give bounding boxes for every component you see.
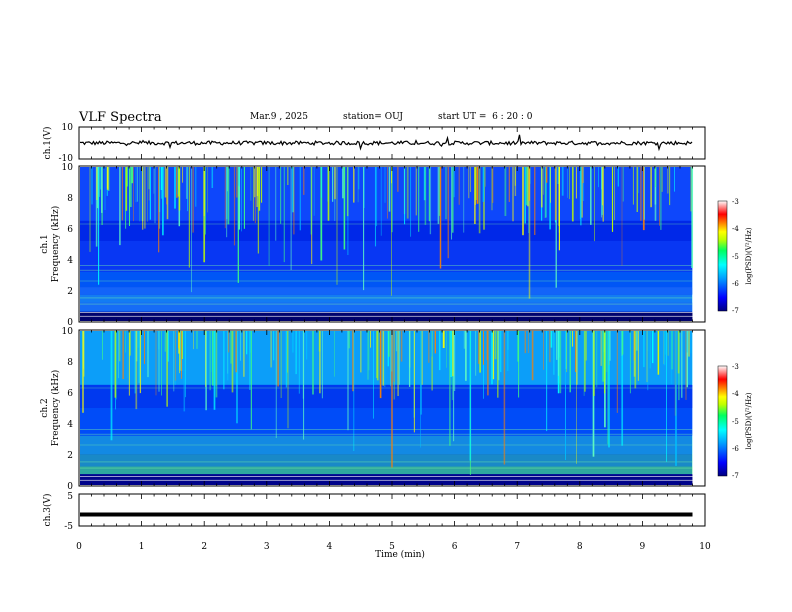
ch1-cbar-tick-m7: -7 — [732, 307, 739, 315]
spectrogram-band — [80, 220, 693, 241]
ch2-cbar-tick-m4: -4 — [732, 390, 739, 398]
x-tick-label: 3 — [264, 542, 270, 552]
x-tick-label: 4 — [327, 542, 333, 552]
ch1-cbar-tick-m5: -5 — [732, 253, 739, 261]
x-tick-label: 9 — [640, 542, 646, 552]
ch2-ytick-0: 0 — [67, 482, 73, 492]
ch2-cbar-tick-m7: -7 — [732, 472, 739, 480]
start-ut-label: start UT = 6 : 20 : 0 — [438, 112, 533, 122]
ch1-cbar-tick-m6: -6 — [732, 280, 739, 288]
spectrogram-band — [80, 271, 693, 288]
ch3-ylabel: ch.3(V) — [42, 494, 53, 527]
x-tick-label: 1 — [139, 542, 145, 552]
ch2-ytick-2: 2 — [67, 451, 73, 461]
ch3-ytick-top: 5 — [67, 492, 73, 502]
spectrogram-band — [80, 466, 693, 475]
x-tick-label: 10 — [699, 542, 711, 552]
x-tick-label: 0 — [76, 542, 82, 552]
ch2-colorbar — [717, 365, 728, 477]
spectrogram-band — [80, 240, 693, 272]
ch1-ytick-10: 10 — [62, 163, 74, 173]
spectrogram-band — [80, 384, 693, 408]
ch1-ytick-2: 2 — [67, 287, 73, 297]
ch2-ytick-8: 8 — [67, 358, 73, 368]
ch2-cbar-tick-m6: -6 — [732, 445, 739, 453]
ch1-cbar-tick-m4: -4 — [732, 225, 739, 233]
ch1-ytick-6: 6 — [67, 225, 73, 235]
x-tick-label: 5 — [389, 542, 395, 552]
ch2-ytick-4: 4 — [67, 420, 73, 430]
x-axis-ticks — [78, 127, 706, 526]
ch1-colorbar — [717, 200, 728, 312]
x-tick-label: 6 — [452, 542, 458, 552]
station-label: station= OUJ — [343, 112, 404, 122]
ch1-waveform-panel: 10 -10 ch.1(V) — [42, 123, 706, 164]
ch1-spec-ylabel: ch.1Frequency (kHz) — [40, 206, 61, 283]
ch2-spectrogram-panel: 0 2 4 6 8 10 ch.2Frequency (kHz) -3 -4 -… — [40, 327, 753, 492]
ch3-waveform-line — [80, 512, 693, 517]
ch1-ylabel: ch.1(V) — [42, 127, 53, 160]
ch2-cbar-tick-m5: -5 — [732, 418, 739, 426]
spectrogram-band — [80, 454, 693, 467]
spectrogram-band — [80, 287, 693, 295]
ch3-waveform-panel: 5 -5 ch.3(V) — [42, 492, 706, 532]
spectrogram-band — [80, 474, 693, 485]
ch1-waveform-line — [79, 134, 693, 152]
spectrogram-band — [80, 302, 693, 312]
ch1-ytick-bottom: -10 — [59, 154, 74, 164]
ch2-spec-ylabel: ch.2Frequency (kHz) — [40, 370, 61, 447]
ch1-cbar-tick-m3: -3 — [732, 198, 739, 206]
ch1-ytick-0: 0 — [67, 318, 73, 328]
ch1-ytick-top: 10 — [62, 123, 74, 133]
x-tick-label: 2 — [201, 542, 207, 552]
figure-title: VLF Spectra — [79, 110, 162, 125]
ch2-cbar-tick-m3: -3 — [732, 363, 739, 371]
ch1-spectrogram-panel: 0 2 4 6 8 10 ch.1Frequency (kHz) -3 -4 -… — [40, 163, 753, 328]
ch2-cbar-label: log(PSD)(V²/Hz) — [745, 392, 753, 449]
ch2-ytick-6: 6 — [67, 389, 73, 399]
ch3-ytick-bottom: -5 — [64, 522, 73, 532]
x-axis-label: Time (min) — [375, 549, 425, 560]
x-tick-label: 8 — [577, 542, 583, 552]
ch2-ytick-10: 10 — [62, 327, 74, 337]
ch1-ytick-4: 4 — [67, 256, 73, 266]
x-tick-label: 7 — [514, 542, 520, 552]
spectrogram-band — [80, 294, 693, 303]
spectrogram-band — [80, 167, 693, 221]
ch1-cbar-label: log(PSD)(V²/Hz) — [745, 227, 753, 284]
date-label: Mar.9 , 2025 — [250, 112, 308, 122]
spectrogram-band — [80, 408, 693, 436]
ch1-ytick-8: 8 — [67, 194, 73, 204]
x-axis-tick-labels: 0 1 2 3 4 5 6 7 8 9 10 — [76, 542, 711, 552]
